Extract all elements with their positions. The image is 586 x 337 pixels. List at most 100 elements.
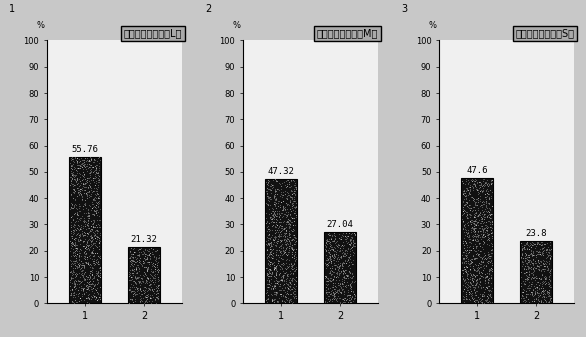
Point (84, 277, 94, 282)
Point (81, 205, 90, 211)
Point (463, 235, 472, 240)
Point (458, 282, 468, 288)
Point (70, 187, 79, 193)
Point (87, 212, 96, 217)
Point (464, 257, 473, 262)
Point (329, 289, 338, 295)
Point (89, 220, 98, 225)
Point (267, 240, 276, 245)
Point (289, 295, 299, 301)
Point (137, 291, 146, 296)
Point (464, 269, 473, 274)
Point (268, 285, 277, 290)
Point (90, 230, 99, 236)
Point (482, 201, 491, 206)
Point (85, 268, 94, 274)
Point (469, 178, 479, 184)
Point (272, 192, 281, 197)
Point (476, 262, 485, 267)
Point (347, 235, 356, 240)
Point (70, 261, 79, 266)
Point (267, 243, 277, 249)
Point (290, 293, 299, 298)
Point (543, 263, 552, 269)
Point (486, 247, 496, 253)
Point (339, 291, 349, 297)
Point (80, 223, 90, 228)
Point (461, 248, 470, 254)
Point (459, 223, 468, 228)
Point (533, 293, 543, 298)
Point (482, 180, 491, 185)
Point (144, 275, 153, 281)
Point (96, 255, 105, 261)
Point (483, 258, 493, 264)
Point (94, 240, 104, 245)
Point (482, 209, 492, 215)
Point (271, 291, 281, 297)
Point (94, 172, 103, 178)
Point (268, 211, 277, 217)
Point (343, 272, 352, 277)
Point (73, 189, 83, 194)
Point (267, 219, 276, 224)
Point (287, 249, 297, 255)
Point (471, 280, 481, 285)
Point (289, 268, 298, 274)
Point (348, 289, 357, 295)
Point (465, 203, 474, 208)
Point (289, 261, 299, 266)
Point (73, 210, 82, 215)
Point (340, 295, 349, 300)
Point (480, 254, 489, 259)
Point (518, 278, 527, 283)
Point (523, 286, 533, 291)
Point (91, 235, 100, 241)
Point (546, 268, 555, 274)
Point (462, 253, 472, 258)
Point (483, 280, 492, 285)
Point (137, 291, 146, 296)
Point (346, 286, 355, 291)
Point (91, 197, 100, 203)
Point (149, 253, 158, 259)
Point (87, 164, 97, 169)
Point (465, 208, 475, 213)
Point (84, 236, 93, 242)
Point (82, 274, 91, 280)
Point (88, 224, 97, 230)
Point (476, 284, 486, 290)
Point (337, 286, 346, 291)
Point (287, 278, 297, 284)
Point (143, 266, 152, 271)
Point (79, 260, 88, 265)
Point (331, 259, 340, 264)
Point (80, 180, 90, 186)
Point (336, 243, 346, 248)
Point (473, 195, 482, 201)
Point (539, 263, 548, 269)
Point (518, 298, 527, 304)
Point (328, 254, 338, 259)
Point (85, 184, 94, 190)
Point (265, 187, 275, 193)
Point (479, 209, 489, 214)
Point (333, 274, 343, 280)
Point (74, 208, 84, 213)
Point (133, 278, 142, 283)
Point (80, 164, 90, 169)
Point (270, 197, 279, 203)
Point (331, 240, 340, 245)
Point (82, 168, 91, 173)
Point (93, 253, 103, 258)
Point (87, 272, 97, 278)
Point (485, 255, 494, 261)
Point (546, 297, 555, 302)
Point (71, 280, 80, 285)
Point (69, 266, 78, 271)
Point (348, 243, 357, 249)
Point (288, 275, 297, 281)
Point (69, 195, 78, 201)
Point (88, 285, 98, 290)
Point (484, 255, 493, 260)
